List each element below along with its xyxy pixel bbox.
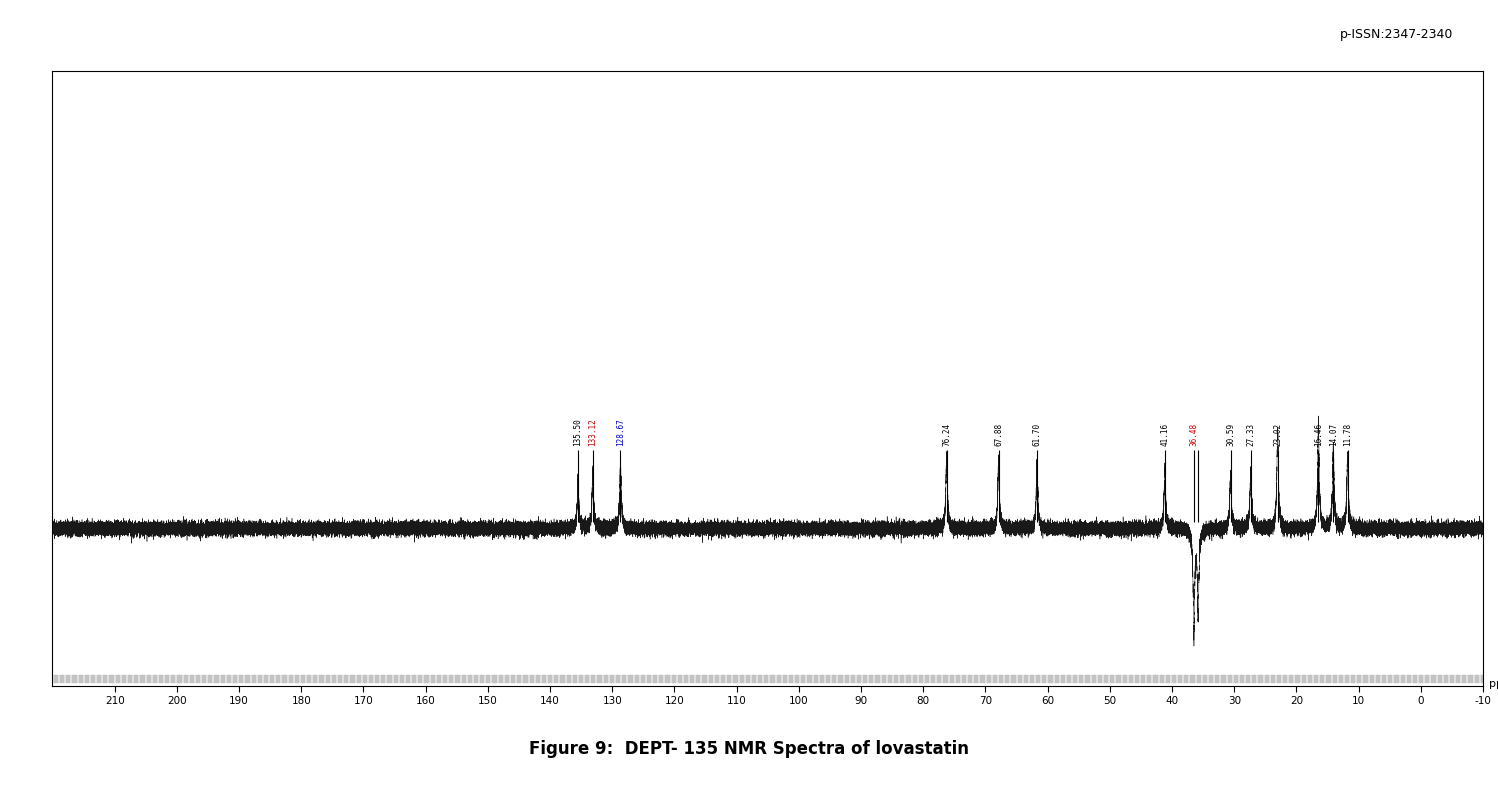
Text: 76.24: 76.24 [942,423,951,446]
Text: 36.48: 36.48 [1189,423,1198,446]
Text: 128.67: 128.67 [616,418,625,446]
Text: 41.16: 41.16 [1161,423,1170,446]
Text: 67.88: 67.88 [995,423,1004,446]
Text: 61.70: 61.70 [1032,423,1041,446]
Text: 23.02: 23.02 [1273,423,1282,446]
Text: 135.50: 135.50 [574,418,583,446]
Text: 30.59: 30.59 [1225,423,1234,446]
Text: 27.33: 27.33 [1246,423,1255,446]
Text: 133.12: 133.12 [589,418,598,446]
Text: 14.07: 14.07 [1329,423,1338,446]
Text: 11.78: 11.78 [1344,423,1353,446]
Text: 16.46: 16.46 [1314,423,1323,446]
Text: Figure 9:  DEPT- 135 NMR Spectra of lovastatin: Figure 9: DEPT- 135 NMR Spectra of lovas… [529,740,969,757]
Text: p-ISSN:2347-2340: p-ISSN:2347-2340 [1339,28,1453,40]
Text: ppm: ppm [1489,679,1498,689]
